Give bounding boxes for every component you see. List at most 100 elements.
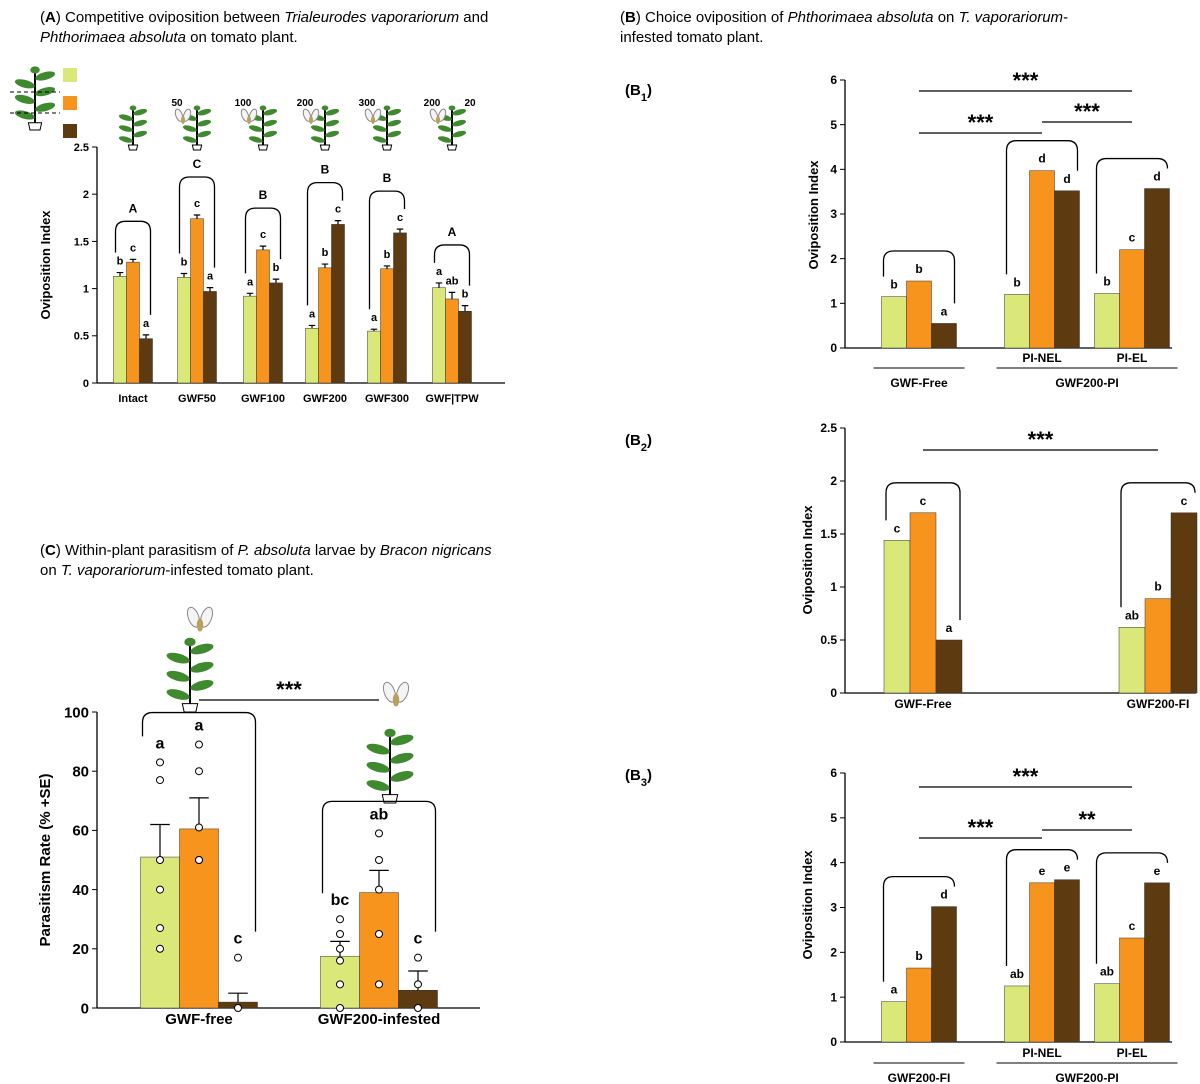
significance-letter: ab <box>1125 608 1139 622</box>
plant-leaf <box>190 661 214 673</box>
bar <box>1094 293 1120 349</box>
title-part: C <box>45 542 56 559</box>
bar <box>113 276 127 384</box>
bracket <box>368 190 406 310</box>
plant-leaf <box>366 743 390 755</box>
significance-label: *** <box>276 677 302 702</box>
bar <box>256 249 270 384</box>
bar <box>243 295 257 384</box>
group-label: GWF200-FI <box>888 1071 951 1084</box>
y-axis-label: Oviposition Index <box>806 160 821 270</box>
significance-letter: c <box>1181 494 1188 508</box>
title-part: ) Choice oviposition of <box>636 9 788 26</box>
title-line: (C) Within-plant parasitism of P. absolu… <box>40 542 492 559</box>
bar <box>931 906 957 1043</box>
insect-body <box>196 618 204 632</box>
bar <box>380 268 394 384</box>
plant-leaf <box>263 108 278 116</box>
plant-leaf <box>321 105 329 111</box>
significance-letter: c <box>260 229 266 241</box>
y-tick-label: 2 <box>830 946 837 960</box>
bar <box>432 287 446 384</box>
bar <box>1144 188 1170 349</box>
significance-letter: c <box>234 931 243 948</box>
significance-label: *** <box>968 110 994 135</box>
error-bar <box>142 334 150 339</box>
significance-letter: d <box>940 888 947 902</box>
significance-label: *** <box>1013 764 1039 789</box>
plant-leaf <box>190 680 214 691</box>
title-part: T. vaporariorum <box>959 9 1064 26</box>
title-line: Phthorimaea absoluta on tomato plant. <box>40 29 298 46</box>
y-tick-label: 1 <box>830 297 837 311</box>
significance-letter: e <box>1154 864 1161 878</box>
significance-label: *** <box>1028 427 1054 452</box>
error-bar <box>321 263 329 268</box>
significance-letter: b <box>1154 580 1161 594</box>
data-point <box>195 767 203 776</box>
error-bar <box>193 214 201 219</box>
title-part: Trialeurodes vaporariorum <box>284 9 459 26</box>
plant-leaf <box>133 108 148 116</box>
group-letter: A <box>448 225 457 239</box>
plant-leaf <box>452 130 467 138</box>
x-tick-label: PI-NEL <box>1022 351 1061 365</box>
error-bar <box>370 328 378 332</box>
title-part: on tomato plant. <box>186 29 298 46</box>
bracket <box>321 800 437 932</box>
bar <box>393 232 407 384</box>
significance-letter: a <box>941 304 948 318</box>
plant-leaf <box>248 136 263 143</box>
bar <box>1054 879 1080 1043</box>
bracket <box>141 711 257 932</box>
bracket <box>882 875 956 982</box>
x-tick-label: GWF100 <box>241 393 285 405</box>
y-tick-label: 1.5 <box>820 527 837 541</box>
x-tick-label: PI-NEL <box>1022 1046 1061 1060</box>
data-point <box>156 776 164 785</box>
plant-leaf <box>387 108 402 116</box>
plant-leaf <box>263 130 278 138</box>
y-tick-label: 5 <box>830 118 837 132</box>
significance-letter: b <box>462 289 469 301</box>
bar <box>883 540 911 694</box>
plant-leaf <box>166 689 190 700</box>
data-point <box>195 740 203 749</box>
y-tick-label: 1.5 <box>74 236 89 248</box>
significance-letter: ab <box>1010 967 1024 981</box>
title-part: ( <box>620 9 625 26</box>
plant-pot <box>181 703 199 713</box>
y-tick-label: 100 <box>64 704 89 721</box>
error-bar <box>334 220 342 225</box>
y-tick-label: 2 <box>830 474 837 488</box>
bracket <box>244 207 282 274</box>
bar <box>1054 190 1080 349</box>
x-tick-label: GWF|TPW <box>425 393 479 405</box>
insect-body <box>371 116 375 124</box>
y-tick-label: 3 <box>830 901 837 915</box>
title-part: ) Within-plant parasitism of <box>56 542 238 559</box>
plant-leaf <box>166 670 190 682</box>
significance-letter: a <box>143 318 150 330</box>
bar <box>1029 882 1055 1043</box>
plant-leaf <box>325 108 340 116</box>
error-bar <box>129 258 137 263</box>
bar <box>458 311 472 384</box>
plant-leaf <box>372 125 387 132</box>
bracket <box>433 244 471 286</box>
legend-swatch <box>63 68 77 82</box>
data-point <box>156 924 164 933</box>
error-bar <box>206 287 214 292</box>
plant-leaf <box>366 761 390 773</box>
group-letter: B <box>383 171 392 185</box>
plant-leaf <box>133 130 148 138</box>
significance-letter: b <box>117 256 124 268</box>
plant-leaf <box>384 728 396 738</box>
title-part: 1 <box>641 92 647 104</box>
significance-letter: d <box>1153 170 1160 184</box>
x-tick-label: GWF200-infested <box>318 1011 441 1028</box>
y-tick-label: 60 <box>72 823 89 840</box>
plant-pot <box>257 144 269 151</box>
icon-label: 200 <box>424 98 441 109</box>
